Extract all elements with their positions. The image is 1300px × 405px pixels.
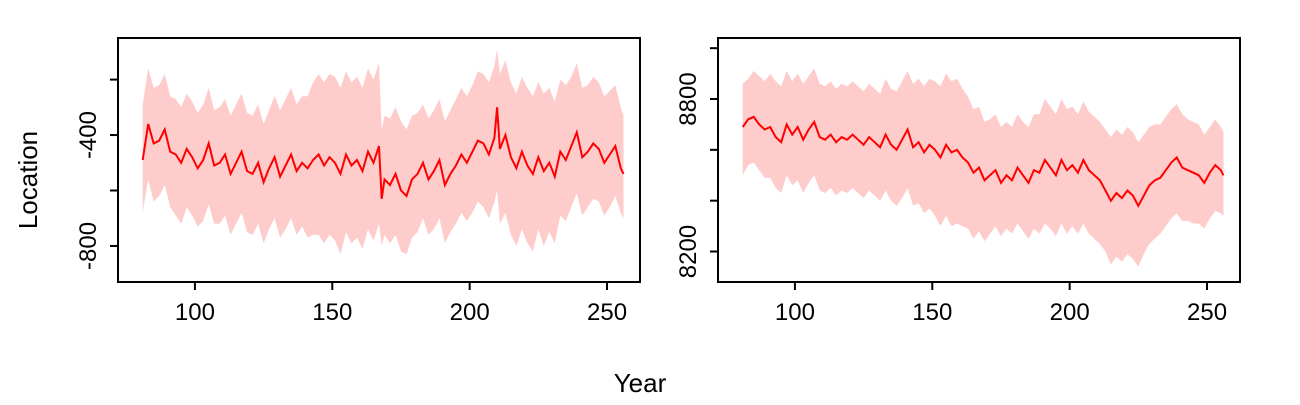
y-tick-label: -800 [75,222,102,270]
x-tick-label: 150 [312,299,352,326]
panel-2-band [742,68,1224,267]
x-tick-label: 150 [912,299,952,326]
x-tick-label: 100 [775,299,815,326]
y-tick-label: 8200 [675,225,702,278]
panel-1-band [142,49,624,255]
x-axis-title: Year [614,368,667,398]
panel-2-line [741,115,1225,208]
y-axis-title: Location [13,131,43,229]
x-tick-label: 200 [450,299,490,326]
panel-2-frame [717,37,1241,283]
x-tick-label: 200 [1050,299,1090,326]
x-tick-label: 250 [1187,299,1227,326]
panel-1-frame [117,37,641,283]
y-tick-label: 8800 [675,72,702,125]
x-tick-label: 100 [175,299,215,326]
y-tick-label: -400 [75,111,102,159]
x-tick-label: 250 [587,299,627,326]
panel-1-line [141,107,625,199]
